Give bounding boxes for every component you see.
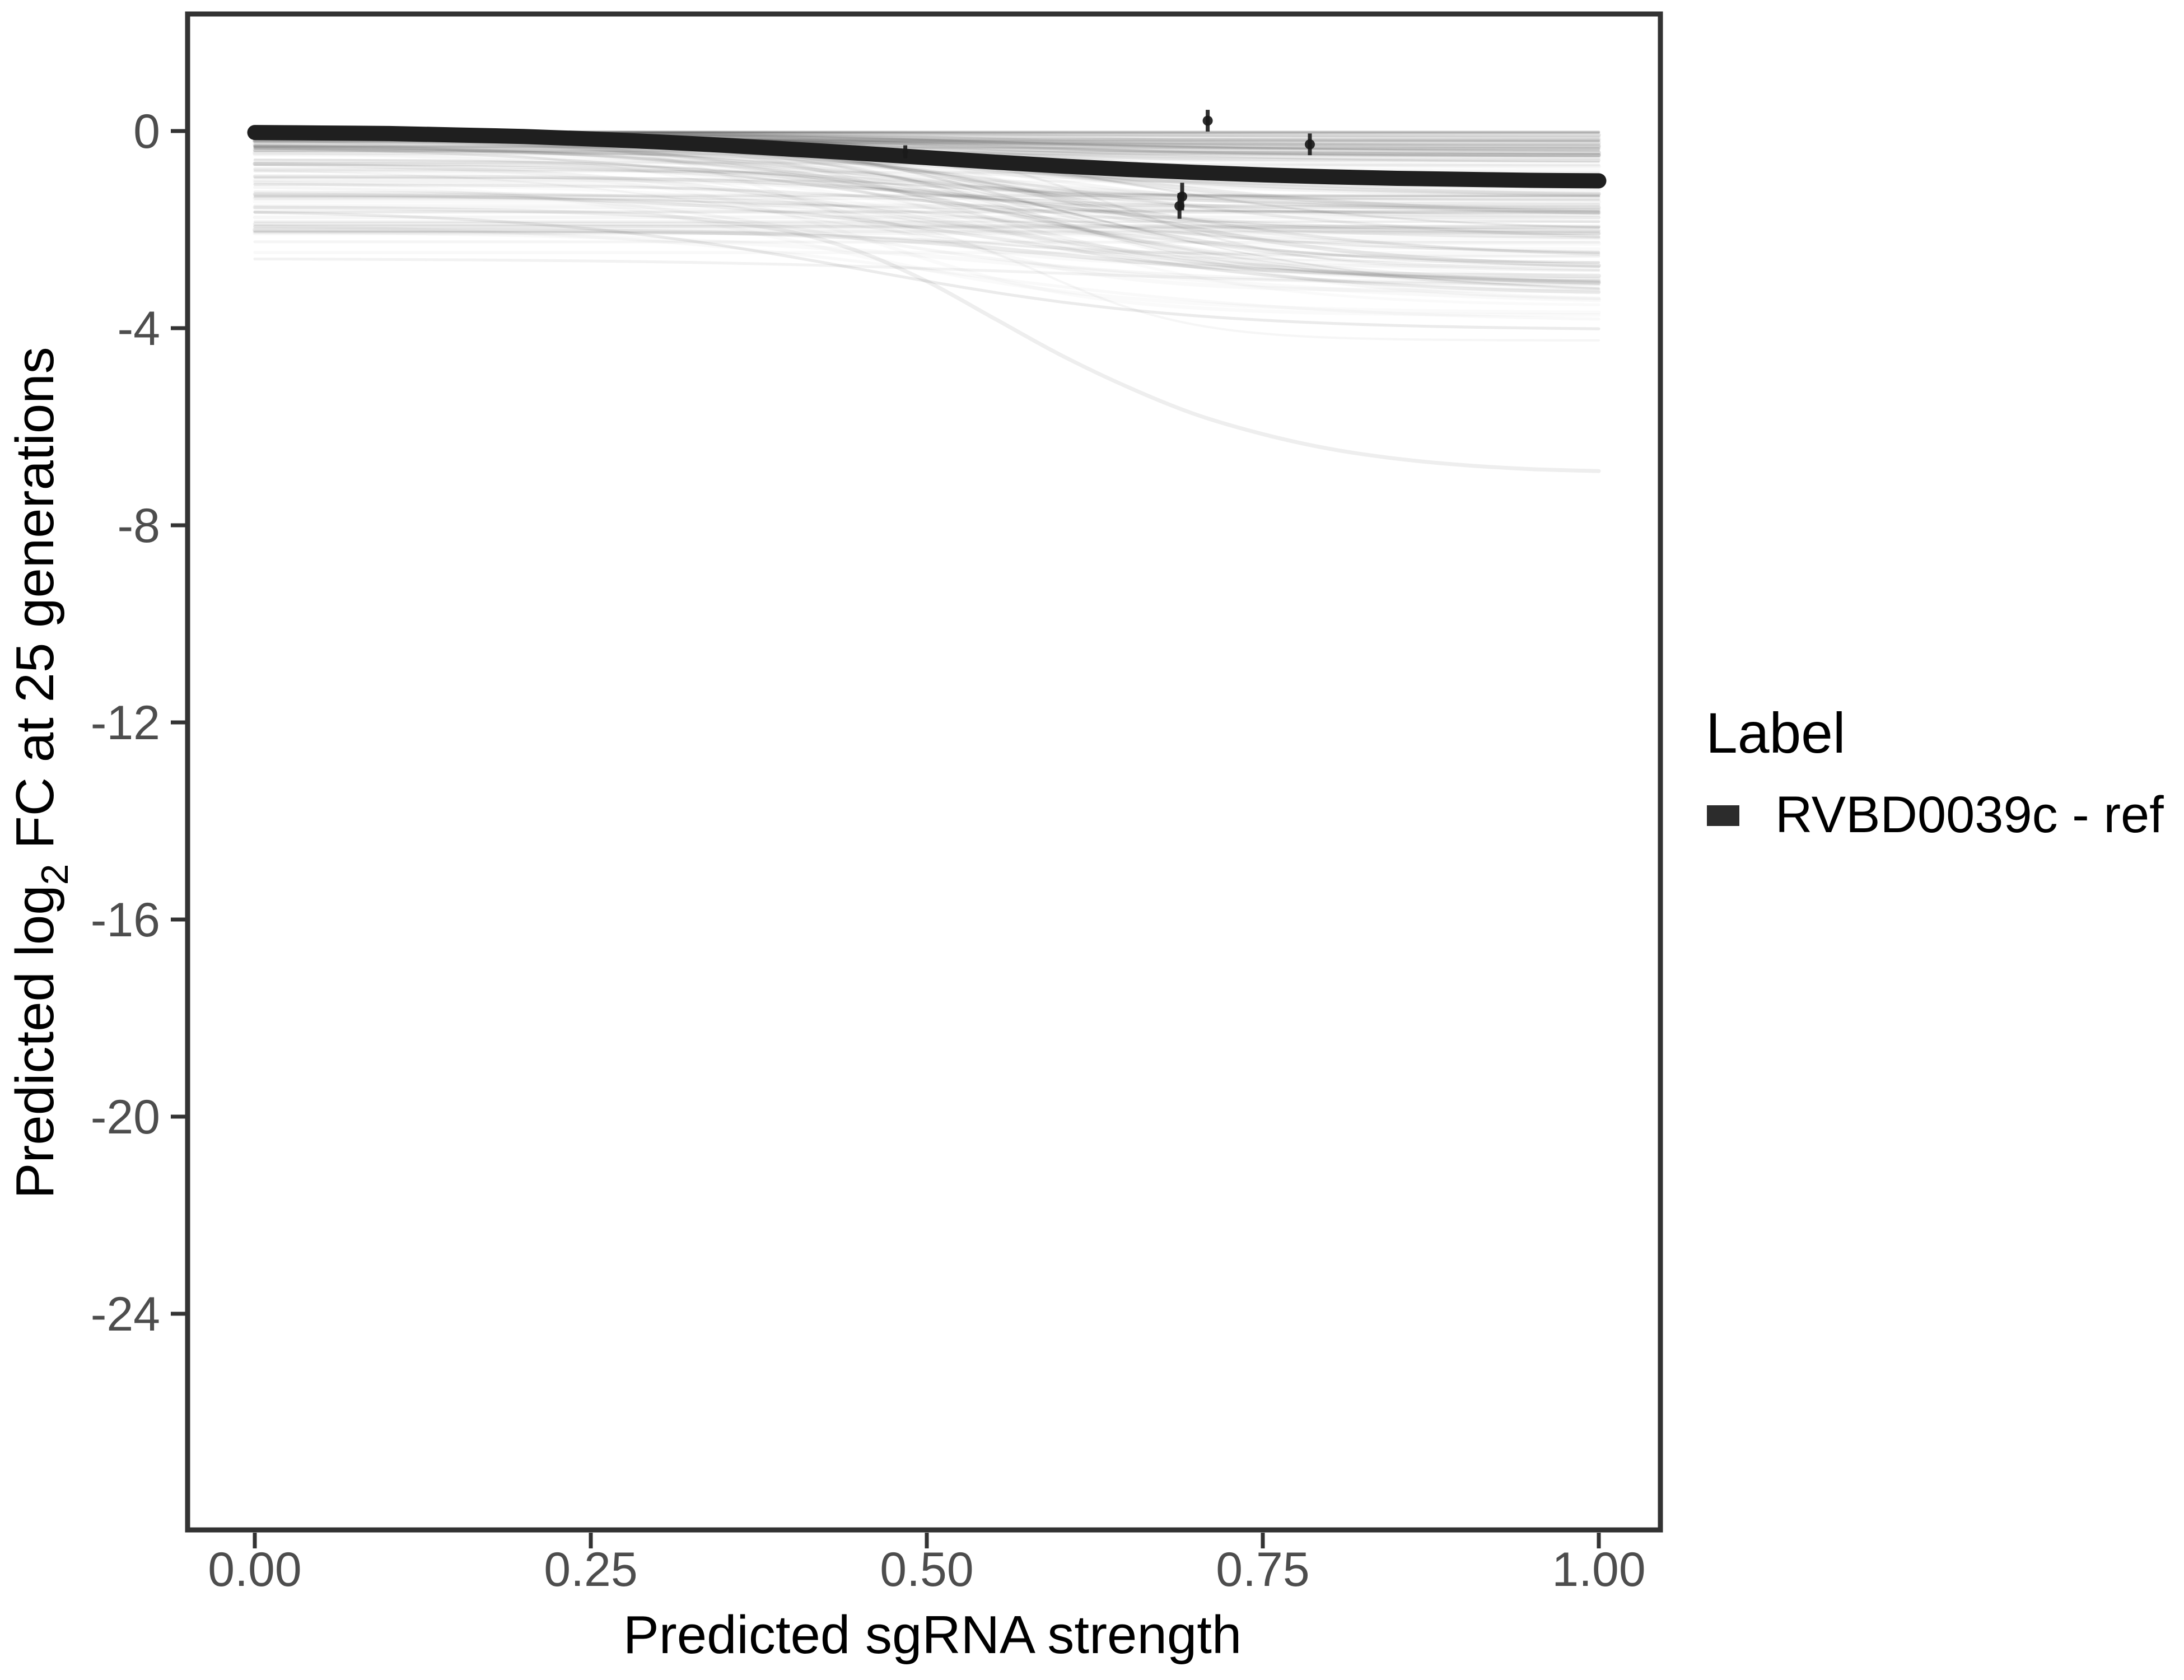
ensemble-curve [253, 146, 1601, 220]
x-tick-label: 0.75 [1216, 1543, 1309, 1597]
x-tick-label: 0.25 [544, 1543, 637, 1597]
data-point [1305, 139, 1315, 150]
legend-title: Label [1706, 701, 1846, 765]
ensemble-curve [253, 222, 1601, 228]
ensemble-curve [254, 196, 1600, 212]
ensemble-curve [253, 146, 1600, 150]
reference-curve [247, 125, 1607, 189]
panel-border [185, 11, 1663, 1533]
data-points [902, 110, 1315, 219]
y-tick-label: -4 [118, 302, 160, 356]
ensemble-curve [253, 147, 1600, 254]
legend-key-swatch [1707, 805, 1739, 826]
ensemble-curve [255, 231, 1599, 232]
ensemble-curve [253, 147, 1601, 196]
ensemble-curve [254, 158, 1600, 198]
ensemble-curve [253, 230, 1600, 258]
ensemble-curve [254, 148, 1600, 290]
legend-item-label: RVBD0039c - ref [1775, 786, 2164, 843]
ensemble-curve [253, 161, 1601, 210]
ensemble-curve [253, 257, 1600, 287]
outlier-path [253, 205, 1601, 473]
x-tick-label: 1.00 [1552, 1543, 1645, 1597]
y-tick-label: -24 [91, 1287, 160, 1341]
ensemble-curve [253, 144, 1600, 233]
data-point [902, 148, 908, 155]
ensemble-curve [253, 167, 1600, 206]
x-axis-title: Predicted sgRNA strength [623, 1605, 1242, 1665]
ensemble-curve [253, 190, 1600, 268]
y-tick-label: -16 [91, 893, 160, 947]
y-axis-ticks: 0 -4 -8 -12 -16 -20 -24 [91, 105, 186, 1341]
x-tick-label: 0.00 [208, 1543, 301, 1597]
x-axis-ticks: 0.00 0.25 0.50 0.75 1.00 [208, 1533, 1646, 1597]
legend: Label RVBD0039c - ref [1706, 701, 2164, 843]
x-tick-label: 0.50 [880, 1543, 973, 1597]
reference-path [247, 125, 1607, 189]
ensemble-curve [253, 174, 1601, 236]
y-axis-title: Predicted log2 FC at 25 generations [5, 347, 76, 1198]
ensemble-curve [253, 192, 1601, 295]
ensemble-curve [253, 163, 1600, 215]
y-tick-label: 0 [133, 105, 160, 158]
y-tick-label: -8 [118, 499, 160, 553]
ensemble-curve [253, 162, 1601, 285]
ensemble-curve [253, 144, 1600, 291]
outlier-curve [253, 205, 1601, 473]
data-point [1202, 115, 1213, 126]
ensemble-curve [253, 227, 1601, 278]
ensemble-curve [253, 183, 1600, 239]
y-tick-label: -12 [91, 696, 160, 750]
ensemble-curve [253, 176, 1600, 202]
y-tick-label: -20 [91, 1090, 160, 1144]
data-point [1174, 200, 1185, 211]
ensemble-curve [253, 211, 1600, 330]
